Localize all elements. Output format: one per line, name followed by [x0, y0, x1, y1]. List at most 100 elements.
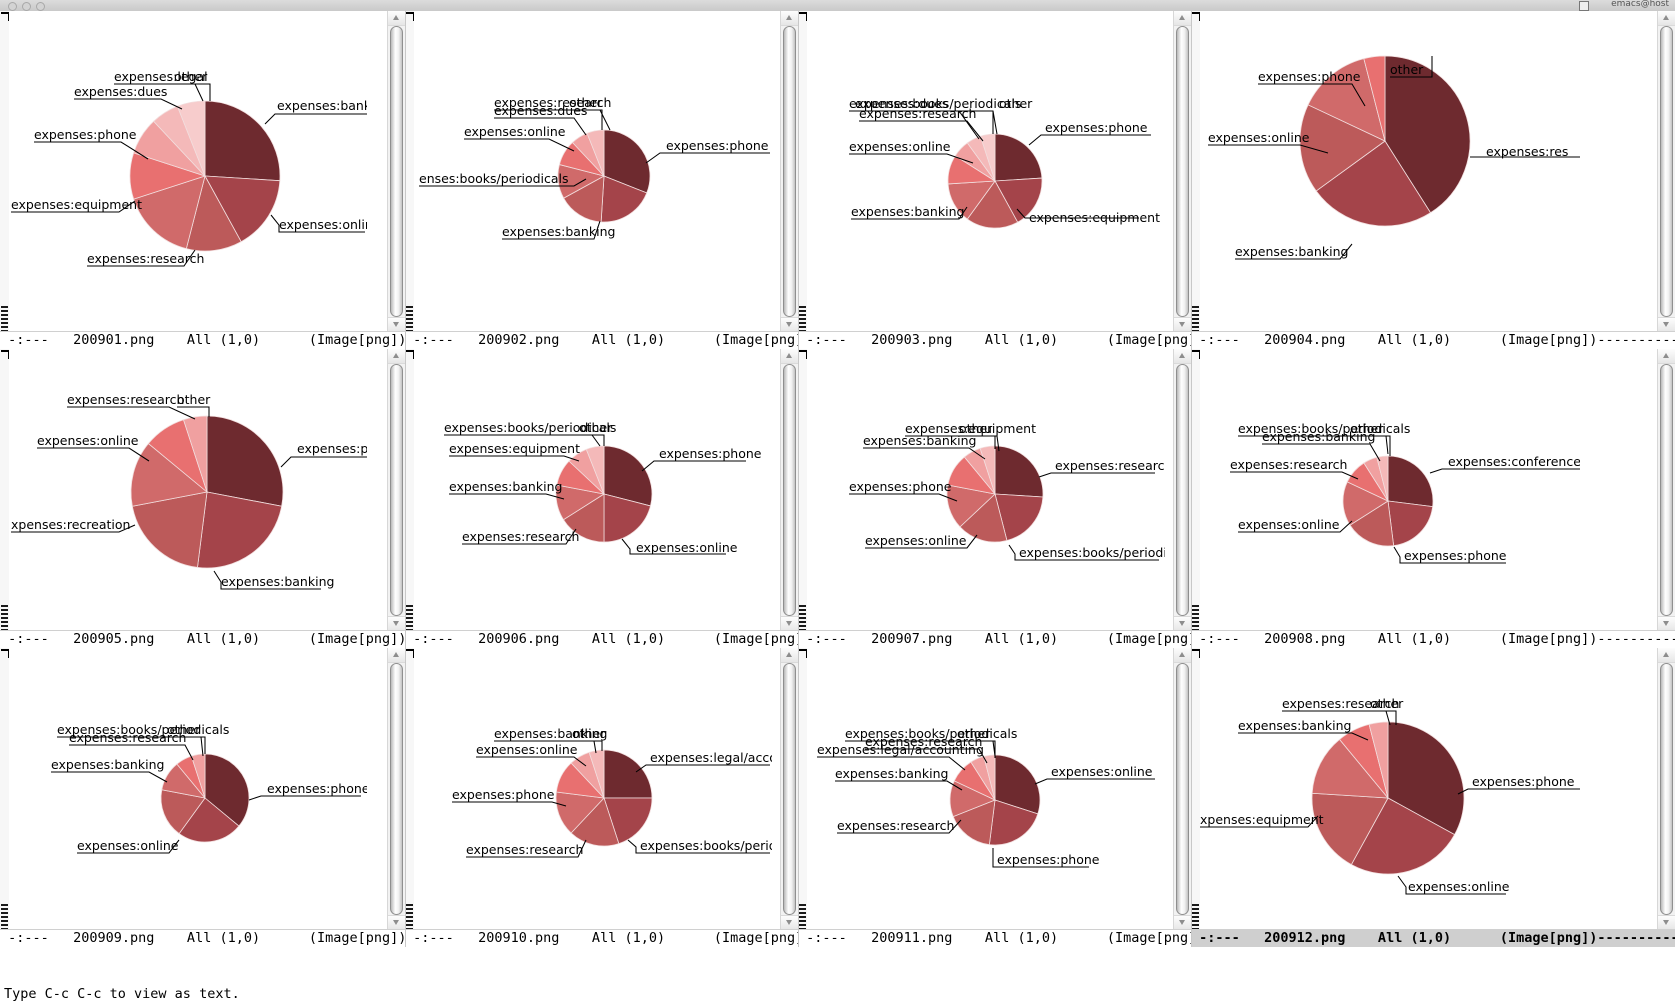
- svg-text:expenses:banking: expenses:banking: [863, 433, 976, 448]
- scroll-up-arrow-icon[interactable]: [781, 648, 798, 663]
- vertical-scrollbar[interactable]: [780, 349, 798, 631]
- scroll-up-arrow-icon[interactable]: [1658, 349, 1675, 364]
- vertical-scrollbar[interactable]: [1173, 648, 1191, 930]
- scrollbar-thumb[interactable]: [390, 364, 403, 616]
- svg-text:xpenses:recreation: xpenses:recreation: [11, 517, 130, 532]
- scroll-down-arrow-icon[interactable]: [1174, 915, 1191, 930]
- emacs-window-200902[interactable]: expenses:research other expenses:dues ex…: [405, 11, 798, 349]
- mode-line[interactable]: -:--- 200903.png All (1,0) (Image[png])-…: [798, 331, 1191, 349]
- scroll-down-arrow-icon[interactable]: [1658, 915, 1675, 930]
- scroll-up-arrow-icon[interactable]: [1658, 648, 1675, 663]
- scrollbar-thumb[interactable]: [783, 663, 796, 915]
- vertical-scrollbar[interactable]: [1173, 11, 1191, 332]
- emacs-window-200910[interactable]: expenses:banking other expenses:online e…: [405, 648, 798, 947]
- emacs-window-200908[interactable]: expenses:books/periodicals other expense…: [1191, 349, 1675, 648]
- scroll-down-arrow-icon[interactable]: [1174, 616, 1191, 631]
- left-fringe: [0, 349, 10, 631]
- vertical-scrollbar[interactable]: [1657, 349, 1675, 631]
- svg-text:expenses:books/periodicals: expenses:books/periodicals: [57, 722, 229, 737]
- window-row-3: expenses:books/periodicals other expense…: [0, 648, 1675, 947]
- pie-label: expenses:phone: [452, 787, 567, 807]
- scrollbar-thumb[interactable]: [1176, 364, 1189, 616]
- pie-label: expenses:online: [1238, 517, 1353, 533]
- fringe-continuation-marks: [406, 306, 413, 332]
- scroll-up-arrow-icon[interactable]: [388, 648, 405, 663]
- scroll-up-arrow-icon[interactable]: [388, 11, 405, 26]
- pie-label: other: [1350, 421, 1391, 456]
- emacs-window-200912[interactable]: expenses:research other expenses:banking…: [1191, 648, 1675, 947]
- pie-label: expenses:research: [1230, 457, 1359, 480]
- scrollbar-thumb[interactable]: [390, 663, 403, 915]
- emacs-window-200909[interactable]: expenses:books/periodicals other expense…: [0, 648, 405, 947]
- scroll-up-arrow-icon[interactable]: [1658, 11, 1675, 26]
- pie-slice: [1376, 455, 1389, 502]
- vertical-scrollbar[interactable]: [780, 648, 798, 930]
- scroll-up-arrow-icon[interactable]: [1174, 648, 1191, 663]
- mode-line[interactable]: -:--- 200909.png All (1,0) (Image[png])-…: [0, 929, 405, 947]
- fringe-continuation-marks: [1192, 306, 1199, 332]
- pie-label: expenses:banking: [1235, 243, 1353, 260]
- scroll-down-arrow-icon[interactable]: [388, 915, 405, 930]
- vertical-scrollbar[interactable]: [387, 648, 405, 930]
- scroll-up-arrow-icon[interactable]: [781, 349, 798, 364]
- mode-line[interactable]: -:--- 200907.png All (1,0) (Image[png])-…: [798, 630, 1191, 648]
- scroll-up-arrow-icon[interactable]: [1174, 349, 1191, 364]
- scroll-up-arrow-icon[interactable]: [388, 349, 405, 364]
- scroll-up-arrow-icon[interactable]: [1174, 11, 1191, 26]
- mode-line[interactable]: -:--- 200906.png All (1,0) (Image[png])-…: [405, 630, 798, 648]
- emacs-window-200905[interactable]: expenses:research other expenses:online …: [0, 349, 405, 648]
- scrollbar-thumb[interactable]: [1660, 26, 1673, 317]
- scrollbar-thumb[interactable]: [1176, 663, 1189, 915]
- vertical-scrollbar[interactable]: [387, 11, 405, 332]
- emacs-window-200903[interactable]: expenses:books/periodicals expenses:dues…: [798, 11, 1191, 349]
- pie-label: other: [579, 420, 613, 446]
- svg-text:expenses:dues: expenses:dues: [494, 103, 587, 118]
- left-fringe: [798, 11, 808, 332]
- scroll-down-arrow-icon[interactable]: [1658, 317, 1675, 332]
- scroll-down-arrow-icon[interactable]: [781, 915, 798, 930]
- svg-text:expenses:online: expenses:online: [1238, 517, 1340, 532]
- scrollbar-thumb[interactable]: [1660, 364, 1673, 616]
- scrollbar-thumb[interactable]: [783, 364, 796, 616]
- mode-line[interactable]: -:--- 200912.png All (1,0) (Image[png])-…: [1191, 929, 1675, 947]
- svg-text:expenses:online: expenses:online: [1208, 130, 1310, 145]
- mode-line[interactable]: -:--- 200901.png All (1,0) (Image[png])-…: [0, 331, 405, 349]
- scroll-down-arrow-icon[interactable]: [388, 616, 405, 631]
- scroll-down-arrow-icon[interactable]: [781, 317, 798, 332]
- scrollbar-thumb[interactable]: [783, 26, 796, 317]
- scrollbar-thumb[interactable]: [390, 26, 403, 317]
- mode-line[interactable]: -:--- 200904.png All (1,0) (Image[png])-…: [1191, 331, 1675, 349]
- image-canvas: expenses:books/periodicals other expense…: [414, 349, 781, 631]
- emacs-window-200904[interactable]: other expenses:phone expenses:online exp…: [1191, 11, 1675, 349]
- pie-label: xpenses:equipment: [1200, 812, 1324, 828]
- pie-slice: [197, 491, 283, 569]
- mode-line[interactable]: -:--- 200910.png All (1,0) (Image[png])-…: [405, 929, 798, 947]
- pie-slice: [1307, 58, 1386, 142]
- mode-line[interactable]: -:--- 200908.png All (1,0) (Image[png])-…: [1191, 630, 1675, 648]
- vertical-scrollbar[interactable]: [1657, 11, 1675, 332]
- mode-line[interactable]: -:--- 200902.png All (1,0) (Image[png])-…: [405, 331, 798, 349]
- vertical-scrollbar[interactable]: [1173, 349, 1191, 631]
- mode-line[interactable]: -:--- 200905.png All (1,0) (Image[png])-…: [0, 630, 405, 648]
- scroll-down-arrow-icon[interactable]: [1174, 317, 1191, 332]
- emacs-window-200901[interactable]: expenses:legal other expenses:dues expen…: [0, 11, 405, 349]
- emacs-window-200907[interactable]: expenses:equipment other expenses:bankin…: [798, 349, 1191, 648]
- vertical-scrollbar[interactable]: [1657, 648, 1675, 930]
- scroll-down-arrow-icon[interactable]: [1658, 616, 1675, 631]
- vertical-scrollbar[interactable]: [780, 11, 798, 332]
- svg-text:other: other: [1390, 62, 1424, 77]
- emacs-window-200906[interactable]: expenses:books/periodicals other expense…: [405, 349, 798, 648]
- svg-text:expenses:phone: expenses:phone: [297, 441, 367, 456]
- pie-slice: [994, 445, 1044, 498]
- pie-label: expenses:phone: [1258, 69, 1366, 107]
- scrollbar-thumb[interactable]: [1176, 26, 1189, 317]
- pie-chart-svg: expenses:legal other expenses:dues expen…: [11, 69, 367, 267]
- vertical-scrollbar[interactable]: [387, 349, 405, 631]
- scroll-down-arrow-icon[interactable]: [388, 317, 405, 332]
- scroll-up-arrow-icon[interactable]: [781, 11, 798, 26]
- scroll-down-arrow-icon[interactable]: [781, 616, 798, 631]
- window-divider: [1191, 11, 1192, 349]
- scrollbar-thumb[interactable]: [1660, 663, 1673, 915]
- mode-line[interactable]: -:--- 200911.png All (1,0) (Image[png])-…: [798, 929, 1191, 947]
- emacs-window-200911[interactable]: expenses:books/periodicals other expense…: [798, 648, 1191, 947]
